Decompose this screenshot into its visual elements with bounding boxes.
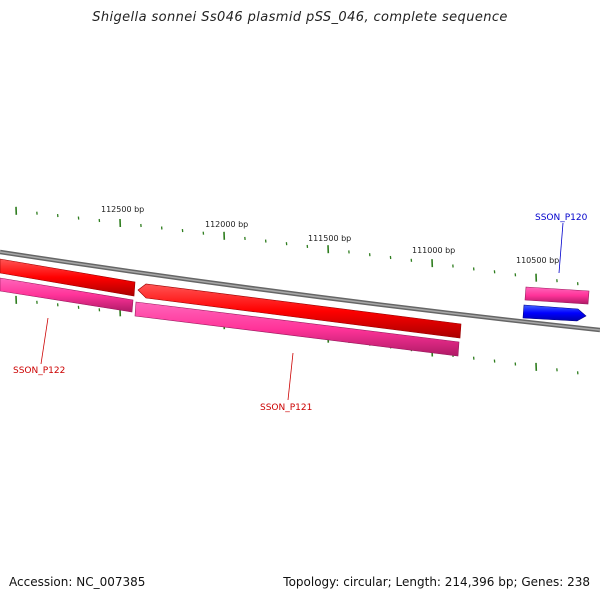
summary-text: Topology: circular; Length: 214,396 bp; … bbox=[283, 575, 590, 589]
ruler-ticks-outer bbox=[16, 207, 578, 285]
leader-SSON_P122 bbox=[41, 318, 48, 364]
bp-label-112500: 112500 bp bbox=[101, 205, 144, 214]
accession-text: Accession: NC_007385 bbox=[9, 575, 145, 589]
plasmid-map: 112500 bp 112000 bp 111500 bp 111000 bp … bbox=[0, 0, 600, 600]
bp-label-111500: 111500 bp bbox=[308, 234, 351, 243]
bp-label-112000: 112000 bp bbox=[205, 220, 248, 229]
bp-label-110500: 110500 bp bbox=[516, 256, 559, 265]
label-SSON_P121[interactable]: SSON_P121 bbox=[260, 403, 312, 413]
label-SSON_P120[interactable]: SSON_P120 bbox=[535, 213, 588, 223]
cds-SSON_P120[interactable] bbox=[525, 287, 589, 304]
gene-SSON_P120[interactable] bbox=[523, 305, 586, 321]
plasmid-backbone bbox=[0, 252, 600, 330]
label-SSON_P122[interactable]: SSON_P122 bbox=[13, 366, 65, 376]
bp-label-111000: 111000 bp bbox=[412, 246, 455, 255]
leader-SSON_P121 bbox=[288, 353, 293, 400]
leader-SSON_P120 bbox=[559, 223, 563, 273]
